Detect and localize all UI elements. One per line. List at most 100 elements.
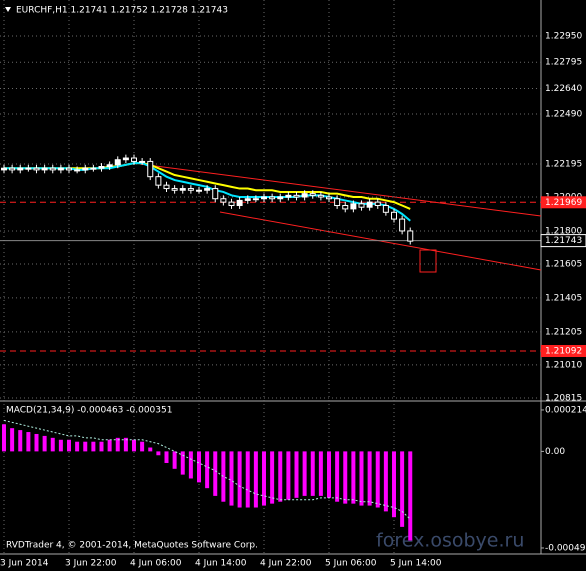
macd-title: MACD(21,34,9) -0.000463 -0.000351 bbox=[6, 406, 172, 416]
y-tick-label: -0.000499 bbox=[545, 543, 586, 553]
macd-bar bbox=[172, 451, 177, 469]
signal-box bbox=[419, 249, 437, 273]
macd-bar bbox=[115, 437, 120, 452]
y-tick-label: 1.22490 bbox=[545, 109, 582, 119]
candle-body bbox=[98, 166, 105, 169]
candle-body bbox=[220, 198, 227, 203]
copyright: RVDTrader 4, © 2001-2014, MetaQuotes Sof… bbox=[6, 541, 258, 551]
macd-bar bbox=[156, 451, 161, 456]
macd-bar bbox=[359, 451, 364, 506]
candle-body bbox=[33, 167, 40, 171]
macd-bar bbox=[26, 432, 31, 452]
candle-body bbox=[66, 167, 72, 171]
candle-body bbox=[309, 193, 316, 196]
macd-bar bbox=[132, 439, 136, 452]
y-tick-label: 1.21405 bbox=[545, 293, 582, 303]
macd-bar bbox=[140, 441, 145, 452]
macd-bar bbox=[278, 451, 283, 502]
y-tick-label: 1.22195 bbox=[545, 159, 582, 169]
candle-body bbox=[106, 164, 113, 168]
macd-bar bbox=[50, 437, 55, 452]
macd-bar bbox=[148, 447, 153, 452]
level-label: 1.21969 bbox=[545, 198, 582, 208]
level-label: 1.21092 bbox=[545, 346, 582, 356]
watermark: forex.osobye.ru bbox=[376, 530, 524, 552]
x-tick-label: 4 Jun 06:00 bbox=[130, 559, 182, 569]
macd-bar bbox=[58, 439, 63, 452]
macd-bar bbox=[164, 451, 169, 463]
y-tick-label: 0.00 bbox=[545, 447, 565, 457]
y-tick-label: 1.22950 bbox=[545, 31, 582, 41]
macd-bar bbox=[123, 437, 128, 452]
candle-body bbox=[236, 199, 243, 207]
candle-body bbox=[334, 198, 341, 207]
macd-bar bbox=[229, 451, 234, 506]
candle-body bbox=[82, 167, 89, 171]
x-tick-label: 3 Jun 22:00 bbox=[65, 559, 117, 569]
macd-bar bbox=[367, 451, 372, 506]
level-label-box bbox=[541, 344, 586, 357]
candle-body bbox=[155, 176, 162, 186]
macd-bar bbox=[310, 451, 315, 496]
macd-bar bbox=[83, 441, 88, 452]
current-price-box bbox=[540, 234, 586, 248]
candle-body bbox=[1, 167, 7, 171]
candle-body bbox=[374, 201, 381, 207]
candle-body bbox=[179, 188, 186, 191]
candle-body bbox=[147, 160, 154, 178]
macd-bar bbox=[318, 451, 323, 496]
candle-body bbox=[187, 188, 194, 191]
chart-title: EURCHF,H1 1.21741 1.21752 1.21728 1.2174… bbox=[16, 6, 228, 16]
candle-body bbox=[342, 205, 349, 210]
candle-body bbox=[277, 196, 284, 200]
candle-body bbox=[317, 194, 324, 198]
macd-bar bbox=[286, 451, 291, 500]
macd-bar bbox=[253, 451, 258, 508]
candle-body bbox=[9, 167, 16, 171]
candle-body bbox=[171, 188, 178, 191]
candle-body bbox=[90, 167, 97, 170]
macd-bar bbox=[221, 451, 226, 502]
x-tick-label: 4 Jun 14:00 bbox=[195, 559, 247, 569]
candle-body bbox=[252, 198, 259, 201]
macd-bar bbox=[383, 451, 388, 512]
macd-bar bbox=[188, 451, 193, 479]
candle-body bbox=[122, 157, 129, 161]
macd-bar bbox=[205, 451, 210, 489]
candle-body bbox=[74, 169, 81, 172]
candle-body bbox=[49, 167, 56, 171]
candle-body bbox=[301, 193, 308, 198]
current-price-label: 1.21743 bbox=[545, 236, 582, 246]
candle-body bbox=[391, 211, 397, 220]
candle-body bbox=[399, 218, 406, 232]
macd-bar bbox=[213, 451, 218, 496]
macd-bar bbox=[18, 430, 23, 452]
candle-body bbox=[196, 189, 202, 192]
macd-bar bbox=[99, 441, 104, 452]
x-tick-label: 4 Jun 22:00 bbox=[260, 559, 312, 569]
macd-bar bbox=[262, 451, 266, 506]
macd-bar bbox=[327, 451, 331, 498]
x-tick-label: 5 Jun 06:00 bbox=[325, 559, 377, 569]
candle-body bbox=[41, 167, 48, 171]
candle-body bbox=[139, 160, 146, 163]
y-tick-label: 1.21800 bbox=[545, 226, 582, 236]
candle-body bbox=[293, 194, 300, 198]
candle-body bbox=[358, 203, 365, 208]
candle-body bbox=[350, 203, 357, 210]
candle-body bbox=[228, 201, 235, 207]
candle-body bbox=[212, 188, 219, 200]
candle-body bbox=[131, 157, 137, 162]
candle-body bbox=[204, 188, 211, 191]
candle-body bbox=[261, 196, 267, 200]
menu-arrow[interactable] bbox=[5, 7, 11, 12]
macd-bar bbox=[237, 451, 242, 508]
candle-body bbox=[244, 198, 251, 201]
y-tick-label: 1.21205 bbox=[545, 327, 582, 337]
y-tick-label: 1.22795 bbox=[545, 58, 582, 68]
macd-bar bbox=[107, 439, 112, 452]
macd-bar bbox=[245, 451, 250, 508]
macd-bar bbox=[197, 451, 201, 483]
y-tick-label: 1.21605 bbox=[545, 260, 582, 270]
macd-bar bbox=[294, 451, 299, 498]
